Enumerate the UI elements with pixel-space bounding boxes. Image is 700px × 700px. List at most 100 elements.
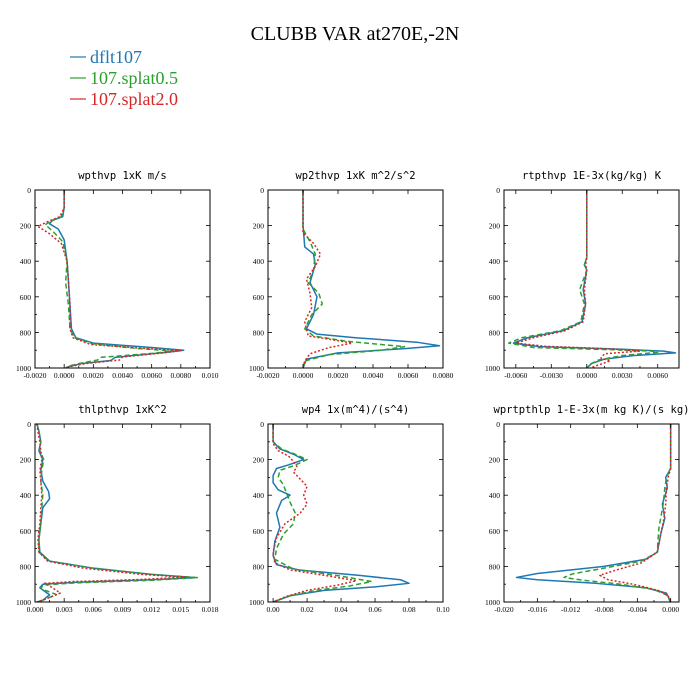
series-line — [515, 190, 641, 368]
plot-frame — [267, 189, 444, 369]
panel-title: wp2thvp 1xK m^2/s^2 — [295, 170, 415, 182]
y-tick-label: 0 — [27, 420, 31, 429]
panel-title: thlpthvp 1xK^2 — [78, 404, 167, 416]
chart-panel: wp4 1x(m^4)/(s^4) 0.00 0.02 0.04 0.06 0.08 0.1… — [249, 404, 450, 614]
y-tick-label: 600 — [20, 527, 32, 536]
x-tick-label: 0.010 — [202, 371, 219, 380]
legend-item: dflt107 — [70, 47, 142, 67]
x-tick-label: 0.018 — [202, 605, 219, 614]
series-line — [272, 424, 358, 602]
x-tick-label: 0.0080 — [171, 371, 192, 380]
y-tick-label: 0 — [27, 186, 31, 195]
x-tick-label: 0.009 — [114, 605, 131, 614]
chart-panel: wprtpthlp 1-E-3x(m kg K)/(s kg) -0.020 -0.… — [485, 404, 689, 614]
x-tick-label: -0.020 — [494, 605, 514, 614]
plot-frame — [34, 423, 211, 603]
y-tick-label: 0 — [260, 186, 264, 195]
x-tick-label: -0.016 — [528, 605, 548, 614]
series-line — [48, 190, 185, 368]
series-line — [44, 190, 175, 368]
y-tick-label: 1000 — [485, 598, 500, 607]
x-tick-label: 0.0000 — [54, 371, 75, 380]
y-tick-label: 0 — [496, 186, 500, 195]
x-tick-label: 0.012 — [143, 605, 160, 614]
y-tick-label: 200 — [20, 456, 32, 465]
y-tick-label: 600 — [489, 293, 501, 302]
series-line — [507, 190, 659, 368]
series-line — [515, 424, 672, 602]
plot-area — [272, 424, 410, 602]
x-tick-label: 0.0040 — [112, 371, 133, 380]
x-tick-label: 0.04 — [334, 605, 347, 614]
y-tick-label: 800 — [489, 562, 501, 571]
series-line — [36, 424, 187, 602]
x-tick-label: 0.015 — [172, 605, 189, 614]
x-tick-label: 0.0030 — [612, 371, 633, 380]
x-tick-label: 0.006 — [85, 605, 102, 614]
y-tick-label: 800 — [20, 562, 32, 571]
y-tick-label: 800 — [253, 562, 265, 571]
series-line — [272, 424, 373, 602]
y-tick-label: 400 — [20, 257, 32, 266]
y-tick-label: 600 — [253, 293, 265, 302]
legend-label: 107.splat0.5 — [90, 68, 178, 88]
x-tick-label: 0.02 — [301, 605, 314, 614]
x-tick-label: 0.0060 — [141, 371, 162, 380]
y-tick-label: 0 — [496, 420, 500, 429]
series-line — [302, 190, 353, 368]
y-tick-label: 1000 — [16, 598, 31, 607]
y-tick-label: 200 — [20, 222, 32, 231]
legend-label: 107.splat2.0 — [90, 89, 178, 109]
legend: dflt107 107.splat0.5 107.splat2.0 — [70, 47, 178, 109]
series-line — [272, 424, 410, 602]
y-tick-label: 800 — [20, 328, 32, 337]
chart-panel: rtpthvp 1E-3x(kg/kg) K -0.0060 -0.0030 0.00… — [485, 170, 680, 380]
y-tick-label: 600 — [253, 527, 265, 536]
y-tick-label: 400 — [489, 257, 501, 266]
x-tick-label: 0.0020 — [328, 371, 349, 380]
series-line — [302, 190, 406, 368]
panel-title: wpthvp 1xK m/s — [78, 170, 167, 182]
y-tick-label: 0 — [260, 420, 264, 429]
plot-frame — [503, 189, 680, 369]
x-tick-label: 0.000 — [662, 605, 679, 614]
chart-panel: wp2thvp 1xK m^2/s^2 -0.0020 0.0000 0.0020 0.… — [249, 170, 454, 380]
x-tick-label: -0.012 — [561, 605, 581, 614]
x-tick-label: 0.00 — [267, 605, 280, 614]
y-tick-label: 800 — [489, 328, 501, 337]
y-tick-label: 1000 — [16, 364, 31, 373]
plot-area — [36, 424, 199, 602]
plot-area — [515, 424, 672, 602]
y-tick-label: 200 — [253, 222, 265, 231]
series-line — [563, 424, 672, 602]
y-tick-label: 800 — [253, 328, 265, 337]
x-tick-label: -0.0020 — [23, 371, 46, 380]
x-tick-label: 0.0000 — [293, 371, 314, 380]
y-tick-label: 200 — [489, 456, 501, 465]
chart-panel: wpthvp 1xK m/s -0.0020 0.0000 0.0020 0.0040 0… — [16, 170, 219, 380]
panel-title: rtpthvp 1E-3x(kg/kg) K — [522, 170, 662, 182]
x-tick-label: -0.0060 — [504, 371, 527, 380]
plot-area — [37, 190, 185, 368]
y-tick-label: 1000 — [249, 364, 264, 373]
y-tick-label: 400 — [253, 257, 265, 266]
series-line — [302, 190, 441, 368]
y-tick-label: 200 — [253, 456, 265, 465]
chart-panel: thlpthvp 1xK^2 0.000 0.003 0.006 0.009 0.012 0… — [16, 404, 219, 614]
series-line — [36, 424, 199, 602]
series-line — [512, 190, 677, 368]
x-tick-label: 0.0060 — [398, 371, 419, 380]
x-tick-label: -0.0030 — [540, 371, 563, 380]
x-tick-label: 0.10 — [436, 605, 449, 614]
x-tick-label: 0.003 — [56, 605, 73, 614]
x-tick-label: -0.0020 — [256, 371, 279, 380]
x-tick-label: 0.08 — [402, 605, 415, 614]
panel-title: wprtpthlp 1-E-3x(m kg K)/(s kg) — [494, 404, 690, 416]
plot-area — [302, 190, 441, 368]
panels: wpthvp 1xK m/s-0.0020 0.0000 0.0020 0.0040 0… — [16, 170, 689, 614]
y-tick-label: 400 — [20, 491, 32, 500]
x-tick-label: 0.0000 — [576, 371, 597, 380]
series-line — [599, 424, 672, 602]
y-tick-label: 200 — [489, 222, 501, 231]
y-tick-label: 400 — [489, 491, 501, 500]
